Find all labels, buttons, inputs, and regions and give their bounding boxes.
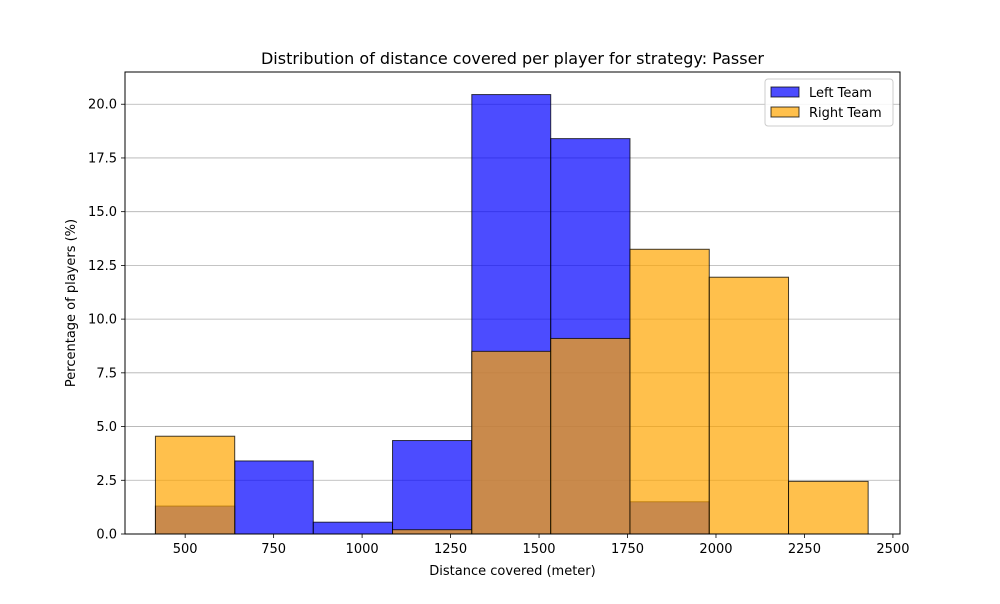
y-tick-label-8: 20.0 xyxy=(88,98,117,113)
bar-left-team-1 xyxy=(234,460,314,535)
bars-layer xyxy=(154,94,869,535)
legend-swatch-right-team xyxy=(770,106,800,118)
x-tick-label-1: 750 xyxy=(261,542,286,557)
legend-swatch-left-team xyxy=(770,86,800,98)
y-tick-label-5: 12.5 xyxy=(88,259,117,274)
bar-right-team-8 xyxy=(788,480,869,535)
y-tick-label-1: 2.5 xyxy=(96,474,117,489)
y-axis-label: Percentage of players (%) xyxy=(64,219,79,387)
x-tick-label-2: 1000 xyxy=(346,542,379,557)
bar-right-team-4 xyxy=(471,350,552,535)
legend-label-right-team: Right Team xyxy=(809,106,882,121)
bar-right-team-0 xyxy=(154,435,236,535)
y-tick-label-3: 7.5 xyxy=(96,366,117,381)
plot-frame xyxy=(124,71,901,535)
chart-title: Distribution of distance covered per pla… xyxy=(261,49,764,68)
x-tick-label-3: 1250 xyxy=(434,542,467,557)
x-tick-label-0: 500 xyxy=(173,542,198,557)
bar-right-team-3 xyxy=(392,529,473,535)
bar-left-team-2 xyxy=(312,521,394,535)
y-tick-label-7: 17.5 xyxy=(88,151,117,166)
y-tick-label-0: 0.0 xyxy=(96,528,117,543)
legend-label-left-team: Left Team xyxy=(809,86,872,101)
legend: Left Team Right Team xyxy=(764,78,894,127)
y-tick-label-6: 15.0 xyxy=(88,205,117,220)
bar-left-team-3 xyxy=(392,440,473,535)
y-tick-label-4: 10.0 xyxy=(88,313,117,328)
x-tick-label-4: 1500 xyxy=(522,542,555,557)
y-tick-label-2: 5.0 xyxy=(96,420,117,435)
x-axis-label: Distance covered (meter) xyxy=(429,564,595,579)
x-tick-label-7: 2250 xyxy=(788,542,821,557)
bar-right-team-7 xyxy=(708,276,790,535)
x-axis-ticks: 500 750 1000 1250 1500 1750 2000 2250 2500 xyxy=(173,534,909,557)
bar-right-team-5 xyxy=(550,337,631,535)
bar-right-team-6 xyxy=(629,248,710,535)
y-axis-ticks: 0.0 2.5 5.0 7.5 10.0 12.5 15.0 17.5 20.0 xyxy=(88,98,125,543)
x-tick-label-6: 2000 xyxy=(699,542,732,557)
x-tick-label-8: 2500 xyxy=(876,542,909,557)
x-tick-label-5: 1750 xyxy=(611,542,644,557)
